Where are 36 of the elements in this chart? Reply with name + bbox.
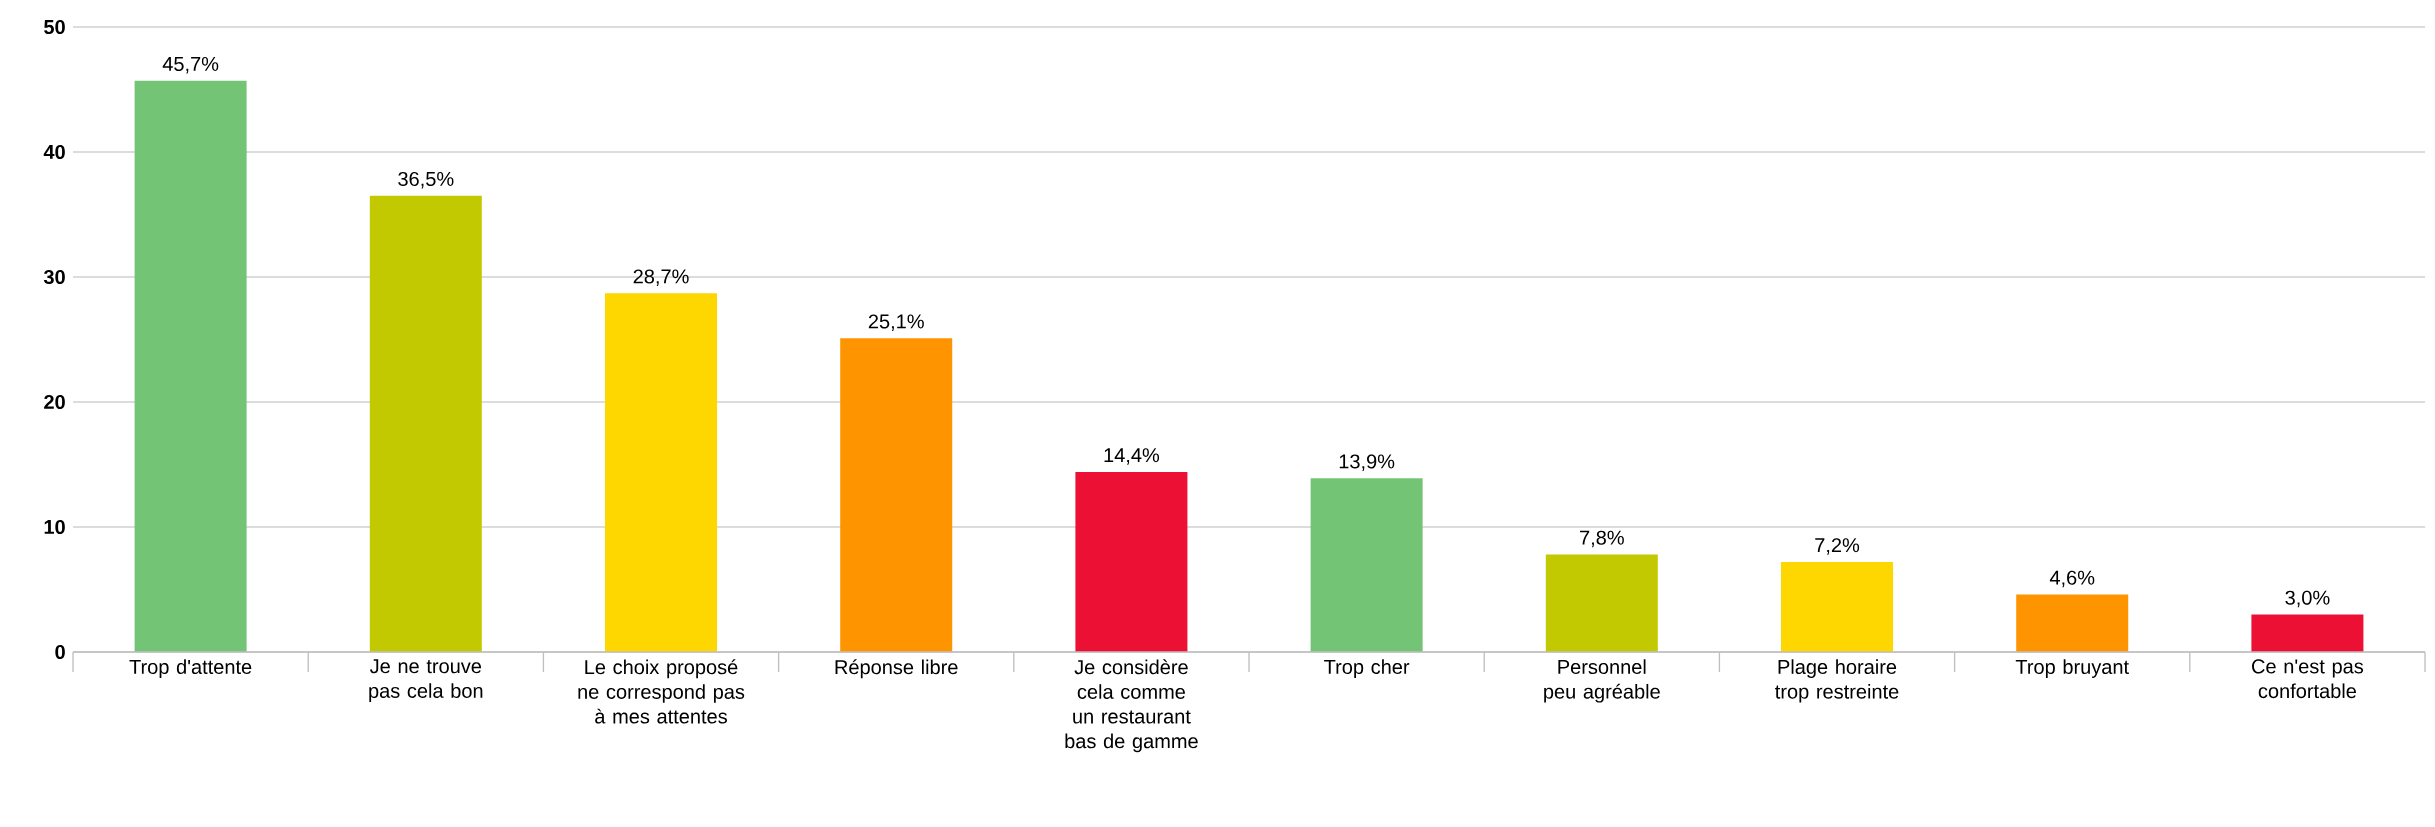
data-label: 13,9%: [1339, 454, 1395, 471]
bar: [2016, 594, 2129, 652]
bar: [369, 195, 482, 652]
y-tick-label: 50: [44, 19, 65, 35]
data-label: 3,0%: [2285, 590, 2330, 608]
data-label: 45,7%: [162, 56, 219, 74]
x-tick-label: Je considère cela comme un restaurant bas de gamme: [1065, 659, 1198, 753]
x-tick-label: Plage horaire trop restreinte: [1775, 659, 1899, 703]
data-label: 28,7%: [633, 269, 689, 286]
bar: [1310, 478, 1423, 652]
x-tick-label: Ce n'est pas confortable: [2252, 659, 2364, 699]
y-tick-label: 0: [55, 644, 65, 660]
data-label: 7,2%: [1815, 538, 1860, 555]
bar: [1781, 561, 1894, 652]
x-tick-label: Réponse libre: [835, 659, 958, 679]
data-label: 14,4%: [1104, 448, 1160, 465]
y-tick-label: 10: [44, 519, 65, 535]
bar: [840, 338, 953, 652]
data-label: 36,5%: [398, 171, 454, 189]
x-tick-label: Le choix proposé ne correspond pas à mes attentes: [578, 659, 745, 724]
y-tick-label: 20: [44, 394, 65, 410]
bar: [134, 80, 247, 652]
bar: [1075, 471, 1188, 652]
data-label: 7,8%: [1580, 530, 1624, 548]
bar: [1545, 554, 1658, 652]
x-tick-label: Trop cher: [1324, 659, 1410, 678]
data-label: 25,1%: [868, 314, 924, 331]
bar: [605, 293, 718, 652]
bar: [2251, 614, 2364, 652]
y-tick-label: 30: [43, 269, 65, 285]
x-tick-label: Trop bruyant: [2015, 659, 2129, 678]
x-tick-label: Je ne trouve pas cela bon: [369, 659, 483, 702]
x-tick-label: Personnel peu agréable: [1544, 659, 1660, 703]
data-label: 4,6%: [2049, 570, 2095, 588]
x-tick-label: Trop d'attente: [129, 659, 252, 678]
y-tick-label: 40: [43, 144, 65, 160]
